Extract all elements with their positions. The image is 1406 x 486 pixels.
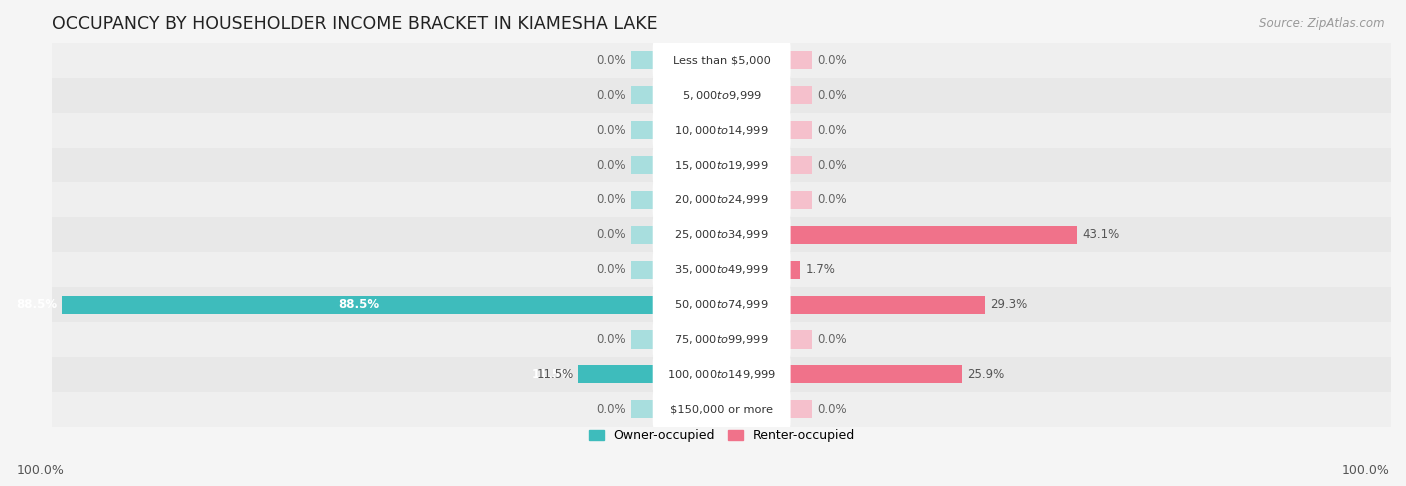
FancyBboxPatch shape — [652, 284, 790, 326]
Text: 0.0%: 0.0% — [596, 123, 626, 137]
Bar — [62, 295, 655, 313]
Text: Less than $5,000: Less than $5,000 — [672, 55, 770, 65]
Bar — [631, 400, 655, 418]
Text: 11.5%: 11.5% — [531, 368, 572, 381]
FancyBboxPatch shape — [652, 353, 790, 395]
FancyBboxPatch shape — [652, 109, 790, 151]
Bar — [631, 86, 655, 104]
Bar — [631, 51, 655, 69]
Bar — [631, 226, 655, 244]
Bar — [631, 330, 655, 348]
FancyBboxPatch shape — [652, 39, 790, 81]
Text: $100,000 to $149,999: $100,000 to $149,999 — [668, 368, 776, 381]
Bar — [631, 260, 655, 279]
FancyBboxPatch shape — [652, 74, 790, 116]
Bar — [578, 365, 655, 383]
Bar — [789, 121, 813, 139]
Bar — [789, 400, 813, 418]
Text: $50,000 to $74,999: $50,000 to $74,999 — [675, 298, 769, 311]
Bar — [631, 156, 655, 174]
Text: Source: ZipAtlas.com: Source: ZipAtlas.com — [1260, 17, 1385, 30]
Text: $75,000 to $99,999: $75,000 to $99,999 — [675, 333, 769, 346]
Text: 1.7%: 1.7% — [806, 263, 835, 276]
Bar — [631, 191, 655, 209]
FancyBboxPatch shape — [652, 214, 790, 256]
Text: $10,000 to $14,999: $10,000 to $14,999 — [675, 123, 769, 137]
Bar — [789, 51, 813, 69]
Bar — [52, 357, 1391, 392]
Bar — [52, 217, 1391, 252]
Text: 0.0%: 0.0% — [596, 403, 626, 416]
Text: 11.5%: 11.5% — [537, 368, 575, 381]
Bar — [789, 156, 813, 174]
Bar — [52, 43, 1391, 78]
Bar — [631, 121, 655, 139]
Text: $25,000 to $34,999: $25,000 to $34,999 — [675, 228, 769, 242]
Bar — [52, 392, 1391, 427]
Text: $20,000 to $24,999: $20,000 to $24,999 — [675, 193, 769, 207]
Bar — [789, 365, 962, 383]
Text: 100.0%: 100.0% — [1341, 464, 1389, 477]
FancyBboxPatch shape — [652, 249, 790, 291]
Text: 88.5%: 88.5% — [15, 298, 58, 311]
Legend: Owner-occupied, Renter-occupied: Owner-occupied, Renter-occupied — [583, 424, 860, 448]
FancyBboxPatch shape — [652, 319, 790, 361]
Bar — [52, 113, 1391, 148]
Bar — [52, 148, 1391, 182]
Text: $5,000 to $9,999: $5,000 to $9,999 — [682, 89, 762, 102]
Bar — [789, 226, 1077, 244]
Text: 0.0%: 0.0% — [817, 333, 846, 346]
Text: 0.0%: 0.0% — [596, 193, 626, 207]
Text: 0.0%: 0.0% — [817, 403, 846, 416]
Bar — [52, 182, 1391, 217]
FancyBboxPatch shape — [652, 144, 790, 186]
Text: 25.9%: 25.9% — [967, 368, 1004, 381]
Text: 88.5%: 88.5% — [337, 298, 380, 311]
Bar — [52, 252, 1391, 287]
Bar — [789, 295, 984, 313]
Bar — [52, 322, 1391, 357]
FancyBboxPatch shape — [652, 179, 790, 221]
Text: 0.0%: 0.0% — [596, 89, 626, 102]
Text: 0.0%: 0.0% — [817, 89, 846, 102]
Text: 0.0%: 0.0% — [596, 263, 626, 276]
Bar — [52, 287, 1391, 322]
FancyBboxPatch shape — [652, 388, 790, 430]
Text: 0.0%: 0.0% — [596, 333, 626, 346]
Text: 0.0%: 0.0% — [817, 54, 846, 67]
Bar — [52, 78, 1391, 113]
Text: $15,000 to $19,999: $15,000 to $19,999 — [675, 158, 769, 172]
Text: 0.0%: 0.0% — [596, 54, 626, 67]
Text: $35,000 to $49,999: $35,000 to $49,999 — [675, 263, 769, 276]
Text: 43.1%: 43.1% — [1083, 228, 1119, 242]
Text: OCCUPANCY BY HOUSEHOLDER INCOME BRACKET IN KIAMESHA LAKE: OCCUPANCY BY HOUSEHOLDER INCOME BRACKET … — [52, 15, 658, 33]
Text: 100.0%: 100.0% — [17, 464, 65, 477]
Text: 0.0%: 0.0% — [817, 123, 846, 137]
Bar — [789, 86, 813, 104]
Text: 0.0%: 0.0% — [596, 158, 626, 172]
Text: 0.0%: 0.0% — [817, 158, 846, 172]
Bar — [789, 260, 800, 279]
Bar — [789, 330, 813, 348]
Text: 29.3%: 29.3% — [990, 298, 1028, 311]
Text: 0.0%: 0.0% — [596, 228, 626, 242]
Text: 0.0%: 0.0% — [817, 193, 846, 207]
Text: $150,000 or more: $150,000 or more — [671, 404, 773, 414]
Bar — [789, 191, 813, 209]
